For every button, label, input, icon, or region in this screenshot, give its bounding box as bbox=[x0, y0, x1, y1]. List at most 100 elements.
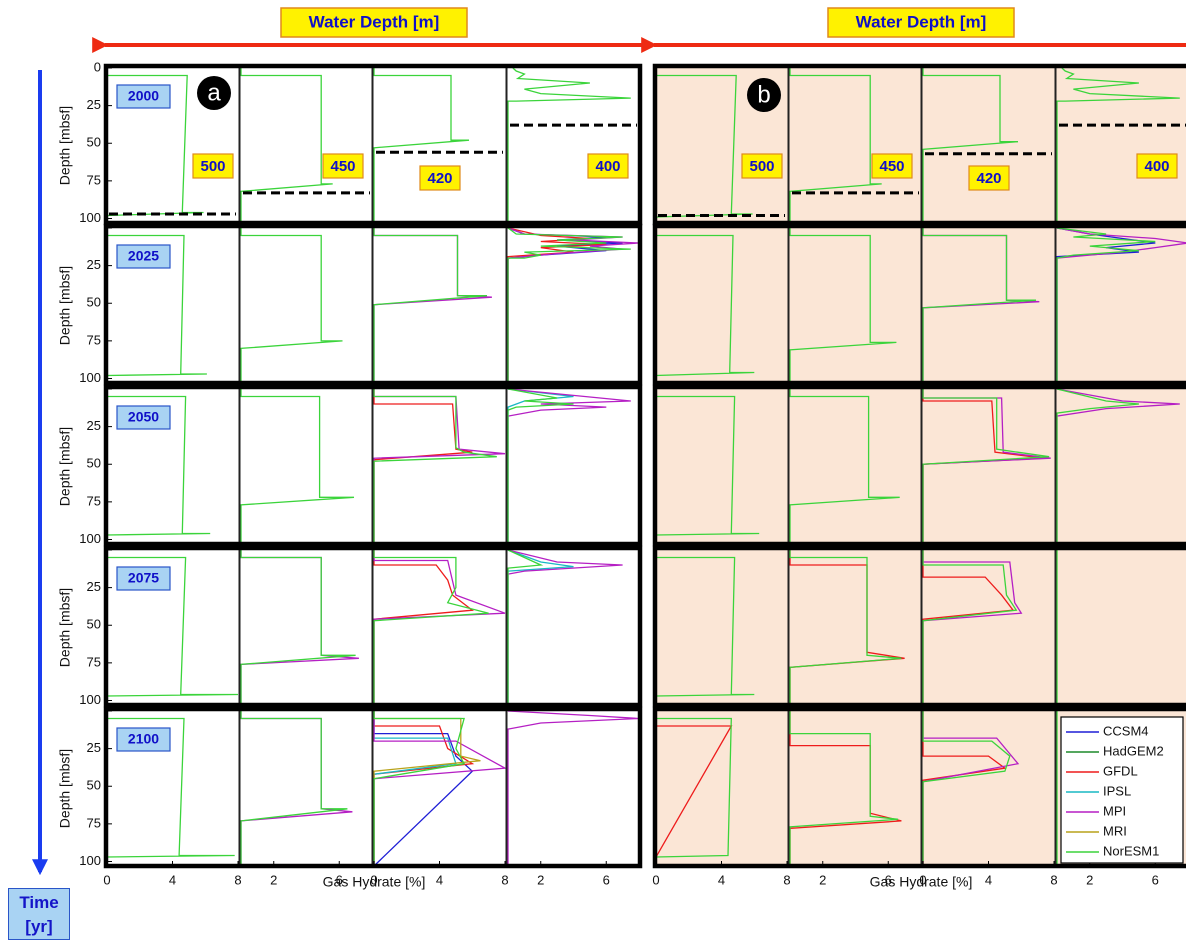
x-tick-label: 6 bbox=[603, 872, 610, 887]
legend-label: CCSM4 bbox=[1103, 723, 1149, 738]
x-tick-label: 4 bbox=[436, 872, 443, 887]
year-box bbox=[116, 244, 171, 269]
water-depth-label: 420 bbox=[976, 170, 1001, 187]
profile-line bbox=[507, 710, 640, 866]
y-tick-label: 75 bbox=[87, 815, 101, 830]
profile-line bbox=[922, 228, 1037, 383]
profile-line bbox=[1056, 388, 1139, 544]
year-label: 2100 bbox=[128, 731, 159, 747]
x-tick-label: 4 bbox=[718, 872, 725, 887]
x-tick-label: 2 bbox=[537, 872, 544, 887]
x-tick-label: 8 bbox=[1050, 872, 1057, 887]
x-tick-label: 0 bbox=[919, 872, 926, 887]
header-box bbox=[280, 7, 468, 38]
row-frame bbox=[103, 545, 643, 708]
y-tick-label: 100 bbox=[79, 210, 101, 225]
y-tick-label: 75 bbox=[87, 493, 101, 508]
row-frame bbox=[103, 384, 643, 547]
water-depth-box bbox=[741, 153, 783, 179]
year-box bbox=[116, 405, 171, 430]
panel-badge bbox=[197, 76, 231, 110]
water-depth-box bbox=[322, 153, 364, 179]
water-depth-box bbox=[587, 153, 629, 179]
profile-line bbox=[373, 389, 497, 544]
x-tick-label: 0 bbox=[103, 872, 110, 887]
y-tick-label: 50 bbox=[87, 295, 101, 310]
panel-badge bbox=[747, 78, 781, 112]
profile-line bbox=[922, 711, 1011, 866]
profile-line bbox=[507, 549, 544, 705]
x-tick-label: 8 bbox=[234, 872, 241, 887]
row-frame bbox=[103, 706, 643, 869]
profile-line bbox=[1056, 67, 1180, 223]
year-box bbox=[116, 727, 171, 752]
y-tick-label: 75 bbox=[87, 332, 101, 347]
profile-line bbox=[922, 550, 1018, 705]
profile-line bbox=[507, 388, 574, 544]
water-depth-box bbox=[1136, 153, 1178, 179]
profile-line bbox=[507, 67, 631, 223]
y-axis-label: Depth [mbsf] bbox=[57, 106, 73, 185]
water-depth-box bbox=[968, 165, 1010, 191]
year-label: 2000 bbox=[128, 88, 159, 104]
row-frame bbox=[652, 63, 1186, 226]
legend-label: MPI bbox=[1103, 803, 1126, 818]
water-depth-label: 500 bbox=[200, 158, 225, 175]
y-tick-label: 50 bbox=[87, 135, 101, 150]
water-depth-box bbox=[192, 153, 234, 179]
water-depth-box bbox=[419, 165, 461, 191]
profile-line bbox=[373, 68, 470, 223]
row-frame bbox=[652, 223, 1186, 386]
profile-line bbox=[240, 228, 343, 383]
x-axis-label: Gas Hydrate [%] bbox=[323, 874, 426, 890]
y-axis-label: Depth [mbsf] bbox=[57, 266, 73, 345]
y-tick-label: 50 bbox=[87, 456, 101, 471]
profile-line bbox=[240, 550, 356, 705]
row-frame bbox=[652, 384, 1186, 547]
y-tick-label: 25 bbox=[87, 97, 101, 112]
y-axis-label: Depth [mbsf] bbox=[57, 749, 73, 828]
header: Water Depth [m] bbox=[309, 12, 440, 31]
x-tick-label: 0 bbox=[370, 872, 377, 887]
y-axis-label: Depth [mbsf] bbox=[57, 588, 73, 667]
year-box bbox=[116, 566, 171, 591]
y-tick-label: 50 bbox=[87, 778, 101, 793]
x-tick-label: 2 bbox=[1086, 872, 1093, 887]
y-tick-label: 100 bbox=[79, 531, 101, 546]
legend-label: NorESM1 bbox=[1103, 843, 1159, 858]
row-frame bbox=[652, 545, 1186, 708]
profile-line bbox=[789, 389, 900, 544]
x-tick-label: 2 bbox=[270, 872, 277, 887]
y-tick-label: 25 bbox=[87, 418, 101, 433]
y-tick-label: 25 bbox=[87, 579, 101, 594]
year-label: 2050 bbox=[128, 409, 159, 425]
y-tick-label: 100 bbox=[79, 853, 101, 868]
x-tick-label: 8 bbox=[783, 872, 790, 887]
x-tick-label: 8 bbox=[501, 872, 508, 887]
water-depth-label: 400 bbox=[595, 158, 620, 175]
profile-line bbox=[240, 389, 355, 544]
profile-line bbox=[240, 711, 348, 866]
y-tick-label: 0 bbox=[94, 59, 101, 74]
x-tick-label: 4 bbox=[169, 872, 176, 887]
legend-label: GFDL bbox=[1103, 763, 1138, 778]
profile-line bbox=[373, 550, 475, 705]
year-label: 2025 bbox=[128, 248, 159, 264]
profile-line bbox=[373, 711, 466, 866]
y-tick-label: 75 bbox=[87, 172, 101, 187]
year-label: 2075 bbox=[128, 570, 159, 586]
x-tick-label: 2 bbox=[819, 872, 826, 887]
x-tick-label: 6 bbox=[336, 872, 343, 887]
water-depth-label: 400 bbox=[1144, 158, 1169, 175]
y-tick-label: 100 bbox=[79, 692, 101, 707]
profile-line bbox=[1056, 227, 1156, 383]
profile-line bbox=[240, 68, 333, 223]
x-axis-label: Gas Hydrate [%] bbox=[870, 874, 973, 890]
water-depth-label: 450 bbox=[879, 158, 904, 175]
y-tick-label: 75 bbox=[87, 654, 101, 669]
profile-line bbox=[373, 550, 489, 705]
profile-line bbox=[789, 550, 902, 705]
panel-label: a bbox=[207, 79, 221, 106]
